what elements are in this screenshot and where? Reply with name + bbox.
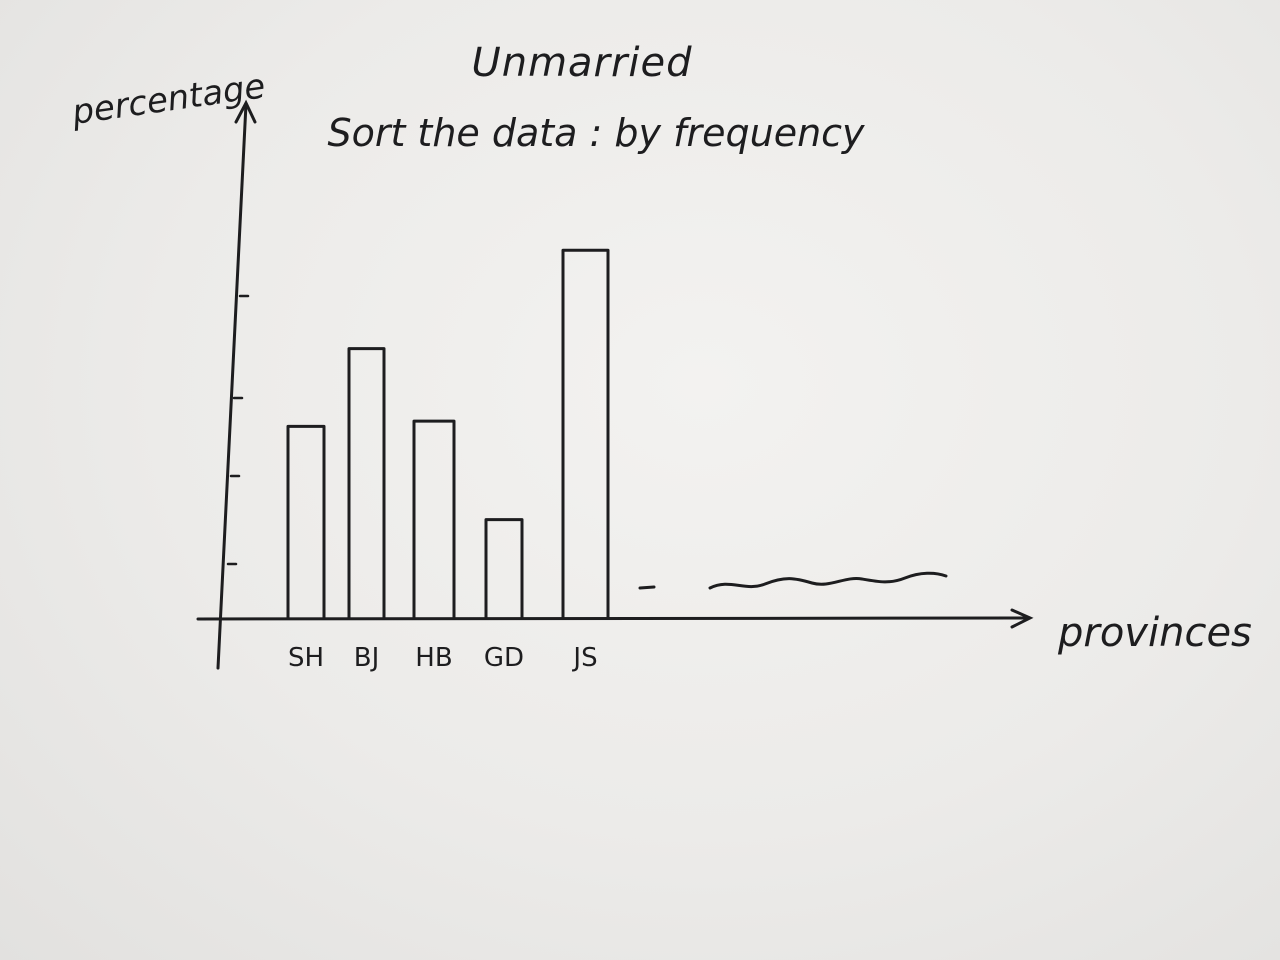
category-label-gd: GD (484, 643, 524, 673)
continuation-squiggle (638, 571, 948, 590)
chart-subtitle: Sort the data : by frequency (327, 111, 865, 155)
bar-sh (286, 424, 326, 618)
bar-js (561, 248, 610, 618)
y-axis-label: percentage (69, 66, 268, 133)
x-axis-arrowhead (1010, 608, 1034, 629)
category-label-js: JS (571, 643, 597, 673)
chart-title: Unmarried (471, 40, 692, 86)
y-axis-arrowhead (234, 99, 257, 124)
bars-group (286, 248, 610, 618)
bar-bj (347, 347, 386, 618)
bar-hb (412, 419, 456, 618)
y-axis-line (216, 102, 248, 670)
bar-gd (484, 518, 524, 618)
x-axis-label: provinces (1057, 610, 1252, 656)
category-label-bj: BJ (354, 643, 380, 673)
category-labels: SH BJ HB GD JS (288, 643, 598, 673)
y-axis-ticks (226, 294, 250, 566)
category-label-hb: HB (415, 643, 452, 673)
category-label-sh: SH (288, 643, 324, 673)
x-axis-line (196, 616, 1030, 621)
